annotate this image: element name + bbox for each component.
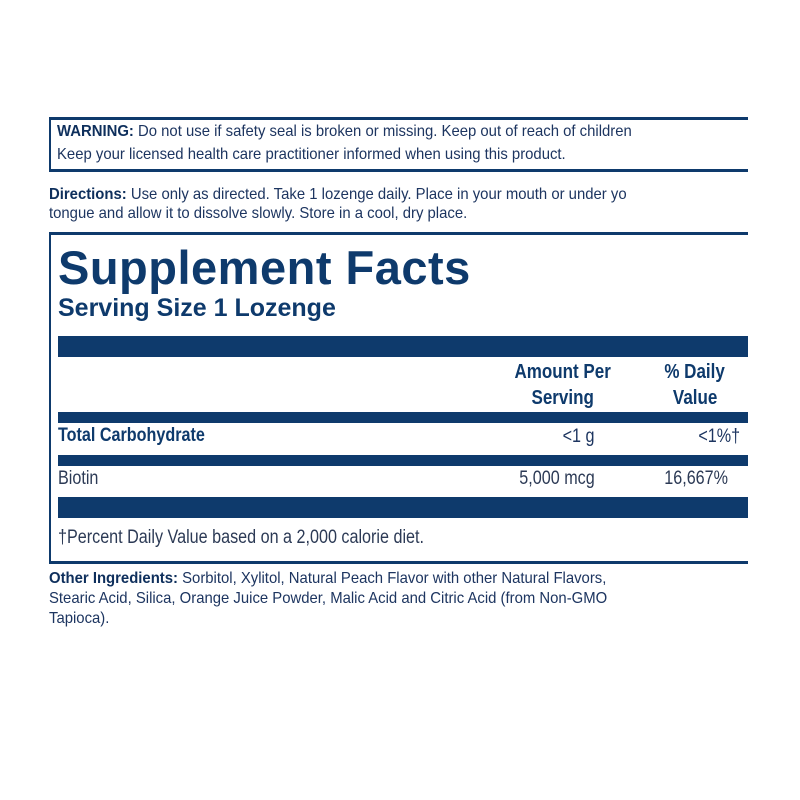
directions-label: Directions:: [49, 186, 127, 203]
thick-divider: [58, 336, 748, 357]
other-ingredients-label: Other Ingredients:: [49, 570, 178, 587]
amount-per-serving-header: Amount Per Serving: [514, 361, 611, 409]
row-name: Total Carbohydrate: [58, 425, 205, 446]
warning-line-2: Keep your licensed health care practitio…: [57, 146, 604, 164]
warning-box: [49, 117, 748, 172]
thick-divider: [58, 497, 748, 518]
directions-line-2: tongue and allow it to dissolve slowly. …: [49, 205, 499, 223]
divider: [58, 455, 748, 466]
directions-text: Use only as directed. Take 1 lozenge dai…: [126, 186, 627, 203]
warning-label: WARNING:: [57, 123, 134, 140]
warning-text-2: Keep your licensed health care practitio…: [57, 146, 566, 163]
warning-text: Do not use if safety seal is broken or m…: [133, 123, 632, 140]
other-ingredients-line-2: Stearic Acid, Silica, Orange Juice Powde…: [49, 590, 608, 607]
directions-line-1: Directions: Use only as directed. Take 1…: [49, 186, 670, 204]
other-ingredients-text: Sorbitol, Xylitol, Natural Peach Flavor …: [177, 570, 607, 587]
supplement-facts-panel: [49, 232, 748, 564]
other-ingredients-line-3: Tapioca).: [49, 610, 110, 627]
footnote: †Percent Daily Value based on a 2,000 ca…: [58, 527, 425, 548]
warning-line-1: WARNING: Do not use if safety seal is br…: [57, 123, 675, 141]
row-name: Biotin: [58, 468, 99, 489]
facts-title: Supplement Facts: [58, 241, 471, 294]
row-amount: <1 g: [563, 426, 595, 447]
daily-value-header: % Daily Value: [664, 361, 726, 409]
serving-size: Serving Size 1 Lozenge: [58, 294, 336, 322]
other-ingredients-line-1: Other Ingredients: Sorbitol, Xylitol, Na…: [49, 570, 648, 588]
row-daily-value: 16,667%: [664, 468, 728, 489]
row-daily-value: <1%†: [698, 426, 740, 447]
divider: [58, 412, 748, 423]
directions-text-2: tongue and allow it to dissolve slowly. …: [49, 205, 468, 222]
row-amount: 5,000 mcg: [519, 468, 595, 489]
